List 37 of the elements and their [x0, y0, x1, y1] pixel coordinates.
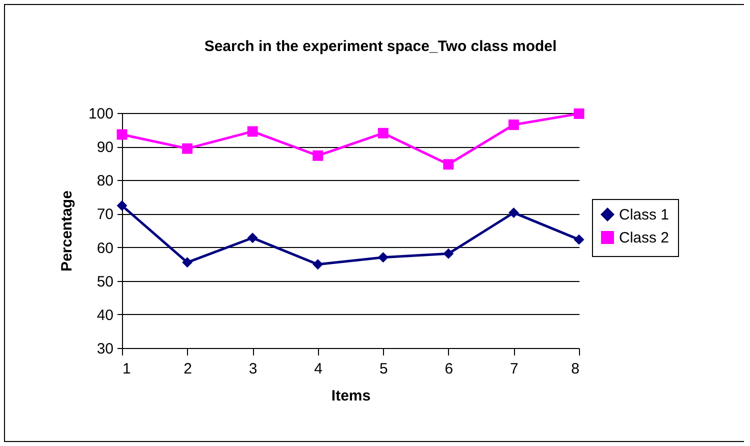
point: [508, 207, 519, 218]
y-tick-label: 40: [96, 306, 114, 324]
x-tick-label: 6: [444, 360, 454, 378]
x-tick-label: 4: [314, 360, 323, 378]
point: [182, 257, 193, 268]
x-tick-label: 7: [510, 360, 518, 378]
y-tick-label: 30: [96, 340, 114, 358]
point: [508, 120, 519, 130]
x-tick-label: 5: [379, 360, 388, 378]
y-tick-label: 80: [96, 172, 114, 190]
y-tick-label: 90: [96, 139, 114, 156]
y-tick-label: 60: [96, 240, 114, 257]
point: [182, 143, 193, 154]
point: [312, 150, 324, 161]
point: [312, 259, 324, 270]
y-axis-title: Percentage: [58, 190, 76, 272]
point: [378, 252, 388, 263]
point: [574, 234, 584, 245]
point: [247, 232, 258, 244]
legend-label: Class 1: [619, 206, 670, 224]
x-tick-label: 8: [571, 360, 580, 378]
legend-label: Class 2: [619, 230, 670, 246]
point: [247, 126, 258, 137]
point: [443, 159, 454, 170]
point: [116, 200, 128, 211]
point: [574, 108, 584, 119]
y-tick-label: 50: [96, 273, 114, 290]
x-tick-label: 2: [184, 360, 192, 378]
point: [116, 129, 128, 140]
x-axis-title: Items: [331, 388, 371, 404]
chart-title: Search in the experiment space_Two class model: [204, 38, 557, 55]
y-tick-label: 100: [88, 106, 114, 122]
point: [378, 128, 388, 138]
x-tick-label: 1: [122, 360, 131, 378]
x-tick-label: 3: [248, 360, 258, 378]
point: [443, 248, 454, 259]
y-tick-label: 70: [96, 206, 114, 224]
